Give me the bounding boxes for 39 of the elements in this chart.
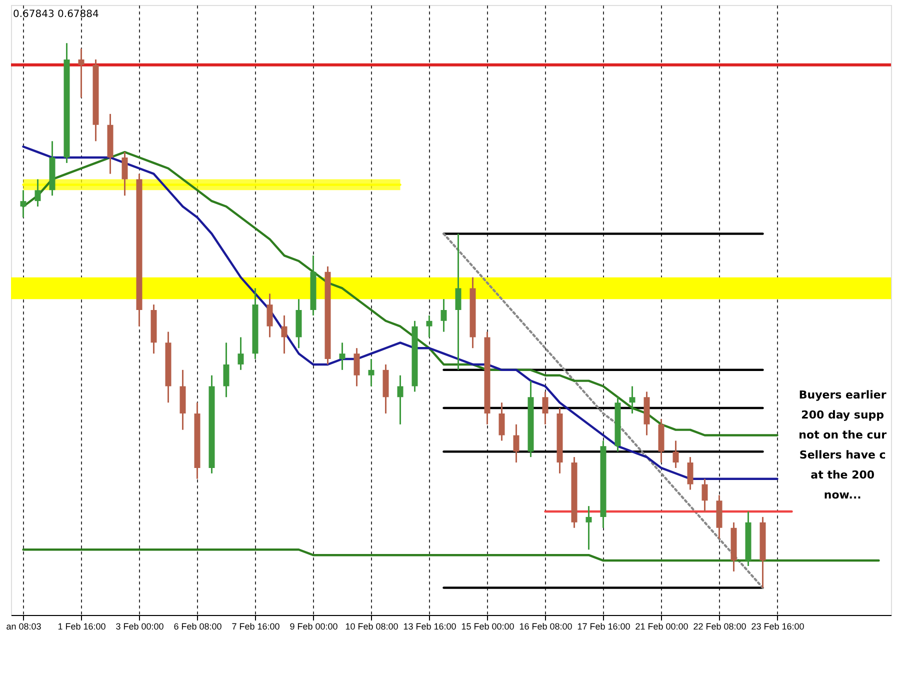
candlestick bbox=[354, 347, 360, 387]
x-tick-label: an 08:03 bbox=[6, 622, 42, 632]
candlestick bbox=[122, 151, 128, 196]
candlestick bbox=[281, 314, 288, 354]
x-tick-label: 17 Feb 16:00 bbox=[577, 622, 630, 632]
candlestick bbox=[20, 189, 26, 218]
candlestick bbox=[266, 292, 273, 338]
x-tick-label: 10 Feb 08:00 bbox=[345, 622, 398, 632]
x-tick-label: 13 Feb 16:00 bbox=[403, 622, 456, 632]
candlestick bbox=[223, 342, 230, 398]
candlestick bbox=[78, 48, 84, 98]
x-tick-label: 22 Feb 08:00 bbox=[693, 622, 746, 632]
candlestick bbox=[426, 314, 432, 338]
x-tick-label: 9 Feb 00:00 bbox=[290, 622, 338, 632]
candlestick bbox=[238, 336, 244, 371]
x-tick-label: 6 Feb 08:00 bbox=[174, 622, 222, 632]
candlestick bbox=[397, 374, 404, 426]
candlestick bbox=[440, 298, 447, 333]
candlestick bbox=[542, 390, 548, 426]
candlestick bbox=[629, 386, 636, 414]
x-tick-label: 7 Feb 16:00 bbox=[232, 622, 280, 632]
candlestick bbox=[368, 358, 374, 387]
candlestick bbox=[498, 402, 505, 442]
x-tick-label: 23 Feb 16:00 bbox=[751, 622, 804, 632]
candlestick bbox=[586, 505, 592, 550]
annotation: Buyers earlier 200 day supp not on the cur Sellers have c at the 200 now... bbox=[798, 388, 888, 502]
candlestick bbox=[34, 178, 41, 208]
x-tick-label: 16 Feb 08:00 bbox=[519, 622, 572, 632]
candlestick bbox=[455, 233, 462, 371]
candlestick bbox=[339, 342, 346, 371]
text: 0.67843 0.67884 bbox=[13, 9, 99, 20]
candlestick bbox=[702, 478, 708, 512]
candlestick bbox=[672, 440, 679, 469]
x-tick-label: 21 Feb 00:00 bbox=[635, 622, 688, 632]
candlestick bbox=[513, 424, 520, 464]
x-tick-label: 1 Feb 16:00 bbox=[58, 622, 106, 632]
candlestick bbox=[687, 456, 694, 490]
x-tick-label: 3 Feb 00:00 bbox=[116, 622, 164, 632]
x-tick-label: 15 Feb 00:00 bbox=[461, 622, 514, 632]
